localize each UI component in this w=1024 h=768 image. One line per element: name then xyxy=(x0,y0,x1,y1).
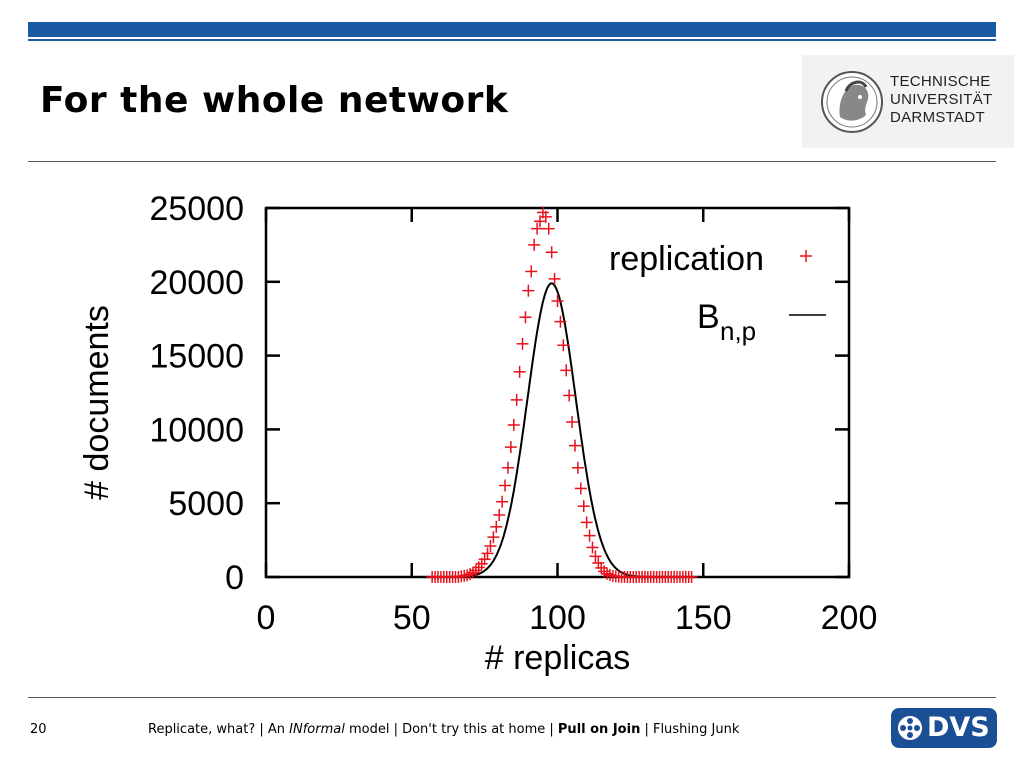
legend-label-binomial: B xyxy=(697,298,720,336)
replication-point xyxy=(481,547,494,560)
replication-point xyxy=(525,265,538,278)
page-number: 20 xyxy=(30,722,47,737)
replication-point xyxy=(484,540,497,553)
replication-point xyxy=(469,564,482,577)
replication-point xyxy=(560,364,573,377)
replication-point xyxy=(603,569,616,582)
x-tick-label: 0 xyxy=(257,599,276,637)
replication-point xyxy=(516,337,529,350)
replication-point xyxy=(466,566,479,579)
slide-title: For the whole network xyxy=(40,80,509,121)
replication-point xyxy=(519,311,532,324)
replication-point xyxy=(539,210,552,223)
replication-point xyxy=(528,238,541,251)
replication-point xyxy=(507,418,520,431)
dvs-network-icon xyxy=(898,716,922,740)
replication-point xyxy=(592,556,605,569)
replication-point xyxy=(478,553,491,566)
footer-part2: INformal xyxy=(289,722,345,737)
university-logo: TECHNISCHE UNIVERSITÄT DARMSTADT xyxy=(802,55,1014,148)
dvs-logo: DVS xyxy=(891,708,997,748)
legend-label-binomial-sub: n,p xyxy=(720,316,756,346)
replication-point xyxy=(501,461,514,474)
replication-point xyxy=(522,284,535,297)
footer-part3: model | Don't try this at home | xyxy=(344,722,558,737)
university-name-line2: UNIVERSITÄT xyxy=(890,91,993,108)
replication-point xyxy=(557,339,570,352)
footer-text: Replicate, what? | An INformal model | D… xyxy=(148,722,739,737)
x-tick-label: 100 xyxy=(529,599,586,637)
replication-point xyxy=(487,531,500,544)
replication-point xyxy=(601,567,614,580)
y-tick-label: 20000 xyxy=(149,264,244,302)
replication-point xyxy=(542,222,555,235)
replication-point xyxy=(493,509,506,522)
dvs-logo-text: DVS xyxy=(927,712,990,743)
replication-point xyxy=(504,441,517,454)
replication-point xyxy=(566,416,579,429)
replication-point xyxy=(490,520,503,533)
replication-point xyxy=(461,569,474,582)
x-tick-label: 50 xyxy=(393,599,431,637)
replication-point xyxy=(513,365,526,378)
header-bar xyxy=(28,22,996,37)
replication-point xyxy=(586,541,599,554)
y-tick-label: 5000 xyxy=(168,485,244,523)
chart: 0 50 100 150 200 0 5000 10000 15000 20000 25000 # r… xyxy=(78,190,878,677)
legend-label-replication: replication xyxy=(609,240,764,278)
x-tick-label: 150 xyxy=(675,599,732,637)
replication-point xyxy=(551,294,564,307)
replication-point xyxy=(574,482,587,495)
university-name-line1: TECHNISCHE xyxy=(890,73,991,90)
divider-bottom xyxy=(28,697,996,698)
replication-point xyxy=(499,479,512,492)
binomial-line xyxy=(426,282,698,578)
replication-point xyxy=(685,571,698,583)
replication-point xyxy=(589,550,602,563)
y-tick-label: 15000 xyxy=(149,338,244,376)
university-name-line3: DARMSTADT xyxy=(890,109,985,126)
university-name: TECHNISCHE UNIVERSITÄT DARMSTADT xyxy=(890,73,992,127)
footer-part5: | Flushing Junk xyxy=(640,722,740,737)
replication-point xyxy=(496,495,509,508)
replication-point xyxy=(568,439,581,452)
footer-part4: Pull on Join xyxy=(557,722,641,737)
header-bar-line xyxy=(28,39,996,41)
footer-part1: Replicate, what? | An xyxy=(148,722,290,737)
replication-point xyxy=(571,461,584,474)
replication-point xyxy=(577,500,590,513)
athena-seal-icon xyxy=(821,71,883,133)
x-tick-label: 200 xyxy=(821,599,878,637)
replication-point xyxy=(554,315,567,328)
replication-point xyxy=(563,389,576,402)
replication-point xyxy=(545,246,558,259)
y-tick-label: 25000 xyxy=(149,190,244,228)
divider-top xyxy=(28,161,996,162)
replication-point xyxy=(531,222,544,235)
y-axis-label: # documents xyxy=(78,305,116,500)
replication-point xyxy=(548,272,561,285)
x-axis-label: # replicas xyxy=(485,639,631,677)
replication-point xyxy=(510,393,523,406)
replication-point xyxy=(580,516,593,529)
y-tick-label: 10000 xyxy=(149,411,244,449)
y-tick-label: 0 xyxy=(225,559,244,597)
replication-point xyxy=(583,529,596,542)
